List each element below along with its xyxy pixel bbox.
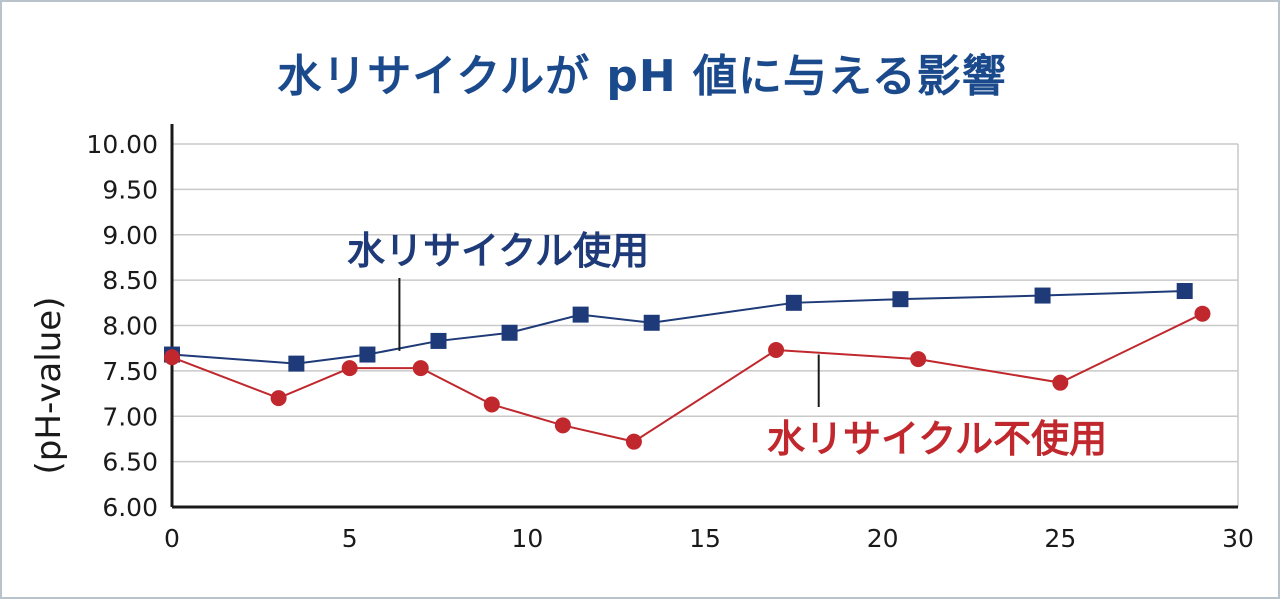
data-point-square	[785, 294, 802, 311]
data-point-square	[359, 346, 376, 363]
y-tick-label: 8.50	[102, 266, 158, 295]
y-tick-label: 8.00	[102, 312, 158, 341]
data-point-circle	[412, 360, 429, 377]
data-point-circle	[270, 390, 287, 407]
data-point-circle	[768, 342, 785, 359]
data-point-circle	[910, 351, 927, 368]
y-tick-label: 9.00	[102, 221, 158, 250]
data-point-circle	[554, 417, 571, 434]
data-point-circle	[164, 349, 180, 366]
y-tick-label: 7.00	[102, 402, 158, 431]
x-tick-label: 10	[511, 524, 543, 553]
y-tick-label: 6.00	[102, 493, 158, 522]
data-point-square	[430, 332, 447, 349]
x-tick-label: 20	[867, 524, 899, 553]
data-point-square	[1034, 287, 1051, 304]
data-point-circle	[341, 360, 358, 377]
series-line	[171, 290, 1185, 365]
data-point-square	[892, 291, 909, 308]
data-point-square	[572, 306, 589, 323]
data-point-circle	[1052, 374, 1069, 391]
series-label-no-recycle: 水リサイクル不使用	[767, 417, 1107, 461]
y-tick-label: 6.50	[102, 448, 158, 477]
x-tick-label: 5	[342, 524, 358, 553]
x-tick-label: 30	[1222, 524, 1254, 553]
chart-title: 水リサイクルが pH 値に与える影響	[277, 51, 1007, 102]
data-point-square	[288, 355, 305, 372]
series-label-recycle: 水リサイクル使用	[347, 229, 649, 273]
data-point-square	[643, 314, 660, 331]
y-tick-label: 7.50	[102, 357, 158, 386]
y-tick-label: 9.50	[102, 175, 158, 204]
data-point-square	[1176, 283, 1193, 300]
data-point-circle	[625, 433, 642, 450]
y-axis-label: (pH-value)	[29, 297, 69, 475]
x-tick-label: 15	[689, 524, 721, 553]
x-tick-label: 0	[164, 524, 180, 553]
data-point-circle	[483, 396, 500, 413]
x-tick-label: 25	[1044, 524, 1076, 553]
data-point-square	[501, 324, 518, 341]
y-tick-label: 10.00	[86, 130, 158, 159]
data-point-circle	[1194, 305, 1211, 322]
